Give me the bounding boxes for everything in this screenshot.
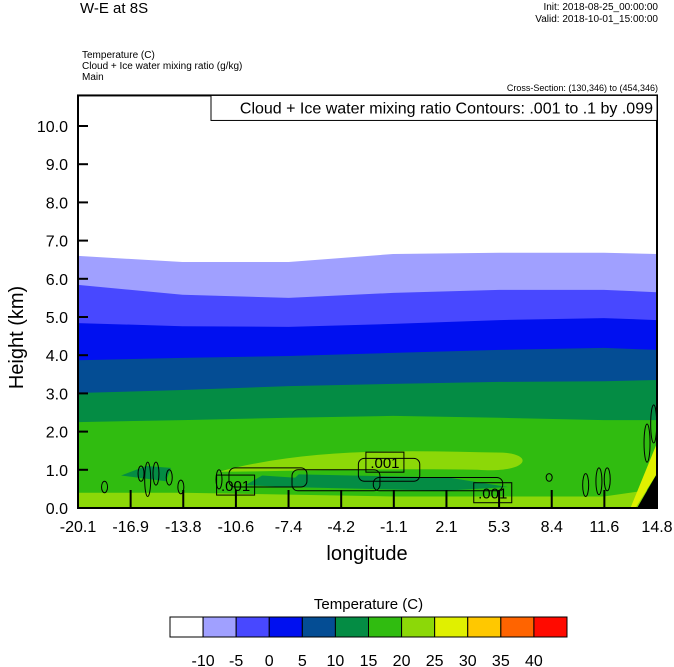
temperature-band — [245, 474, 508, 491]
field-label: Cloud + Ice water mixing ratio (g/kg) — [82, 61, 243, 72]
colorbar-label: 20 — [393, 653, 411, 667]
x-tick-label: 5.3 — [488, 519, 510, 536]
y-tick-label: 10.0 — [37, 119, 68, 136]
colorbar-label: 40 — [525, 653, 543, 667]
cloud-contour — [101, 480, 109, 494]
colorbar-label: 10 — [327, 653, 345, 667]
colorbar-label: 0 — [265, 653, 274, 667]
y-tick-label: 3.0 — [46, 386, 68, 403]
colorbar-swatch — [202, 616, 237, 638]
x-tick-label: -16.9 — [112, 519, 149, 536]
y-tick-label: 1.0 — [46, 463, 68, 480]
colorbar-swatch — [533, 616, 568, 638]
overlay-title-box — [210, 94, 658, 121]
contour-label-box — [473, 482, 513, 504]
cloud-contour — [228, 467, 308, 488]
cloud-contour — [603, 467, 611, 492]
x-tick-label: -13.8 — [165, 519, 202, 536]
cloud-contour — [595, 467, 603, 496]
colorbar-label: -10 — [192, 653, 215, 667]
contour-label: .001 — [221, 478, 250, 495]
cloud-contour — [357, 457, 421, 482]
x-tick-label: -20.1 — [60, 519, 97, 536]
cloud-contour — [291, 469, 381, 492]
colorbar-label: 30 — [459, 653, 477, 667]
x-tick-label: -1.1 — [380, 519, 408, 536]
x-tick-label: 8.4 — [541, 519, 563, 536]
colorbar-swatch — [334, 616, 369, 638]
missing-data — [637, 473, 657, 508]
cloud-contour — [643, 423, 651, 463]
x-tick-label: 2.1 — [435, 519, 457, 536]
cloud-contour — [165, 469, 173, 486]
field-label: Main — [82, 72, 104, 83]
init-time: Init: 2018-08-25_00:00:00 — [543, 2, 658, 13]
colorbar-title: Temperature (C) — [313, 596, 424, 613]
y-tick-label: 5.0 — [46, 310, 68, 327]
colorbar-swatch — [169, 616, 204, 638]
colorbar-swatch — [500, 616, 535, 638]
cloud-contour — [137, 465, 145, 482]
x-tick-label: 11.6 — [589, 519, 619, 536]
cloud-contour — [177, 479, 185, 495]
temperature-band — [219, 451, 523, 472]
colorbar-swatch — [434, 616, 469, 638]
colorbar-label: 35 — [492, 653, 510, 667]
cloud-contour — [545, 473, 553, 482]
cross-section-label: Cross-Section: (130,346) to (454,346) — [506, 83, 658, 93]
x-tick-label: 14.8 — [641, 519, 672, 536]
y-tick-label: 6.0 — [46, 272, 68, 289]
y-tick-label: 0.0 — [46, 501, 68, 518]
colorbar-label: 15 — [360, 653, 378, 667]
y-tick-label: 2.0 — [46, 425, 68, 442]
cloud-contour — [582, 473, 590, 498]
x-tick-label: -7.4 — [275, 519, 303, 536]
colorbar-swatch — [368, 616, 403, 638]
overlay-title: Cloud + Ice water mixing ratio Contours:… — [240, 100, 653, 117]
cloud-contour — [215, 469, 223, 490]
colorbar-swatch — [467, 616, 502, 638]
chart-title: W-E at 8S — [80, 0, 149, 17]
temperature-band — [630, 443, 657, 508]
x-tick-label: -10.6 — [218, 519, 255, 536]
colorbar-label: 5 — [298, 653, 307, 667]
contour-label: .001 — [370, 455, 399, 472]
y-axis-label: Height (km) — [6, 285, 29, 390]
y-tick-label: 4.0 — [46, 348, 68, 365]
y-tick-label: 9.0 — [46, 157, 68, 174]
colorbar-swatch — [401, 616, 436, 638]
colorbar-label: 25 — [426, 653, 444, 667]
colorbar-label: -5 — [229, 653, 243, 667]
contour-label-box — [365, 451, 405, 473]
colorbar-swatch — [301, 616, 336, 638]
valid-time: Valid: 2018-10-01_15:00:00 — [535, 14, 658, 25]
temperature-band — [78, 488, 657, 508]
field-label: Temperature (C) — [82, 50, 155, 61]
cloud-contour — [144, 461, 152, 498]
colorbar-swatch — [235, 616, 270, 638]
cloud-contour — [372, 476, 504, 492]
contour-label: .001 — [478, 486, 507, 503]
cloud-contour — [152, 461, 160, 486]
y-tick-label: 7.0 — [46, 234, 68, 251]
x-tick-label: -4.2 — [327, 519, 355, 536]
x-axis-label: longitude — [326, 543, 408, 565]
y-tick-label: 8.0 — [46, 195, 68, 212]
colorbar-swatch — [268, 616, 303, 638]
